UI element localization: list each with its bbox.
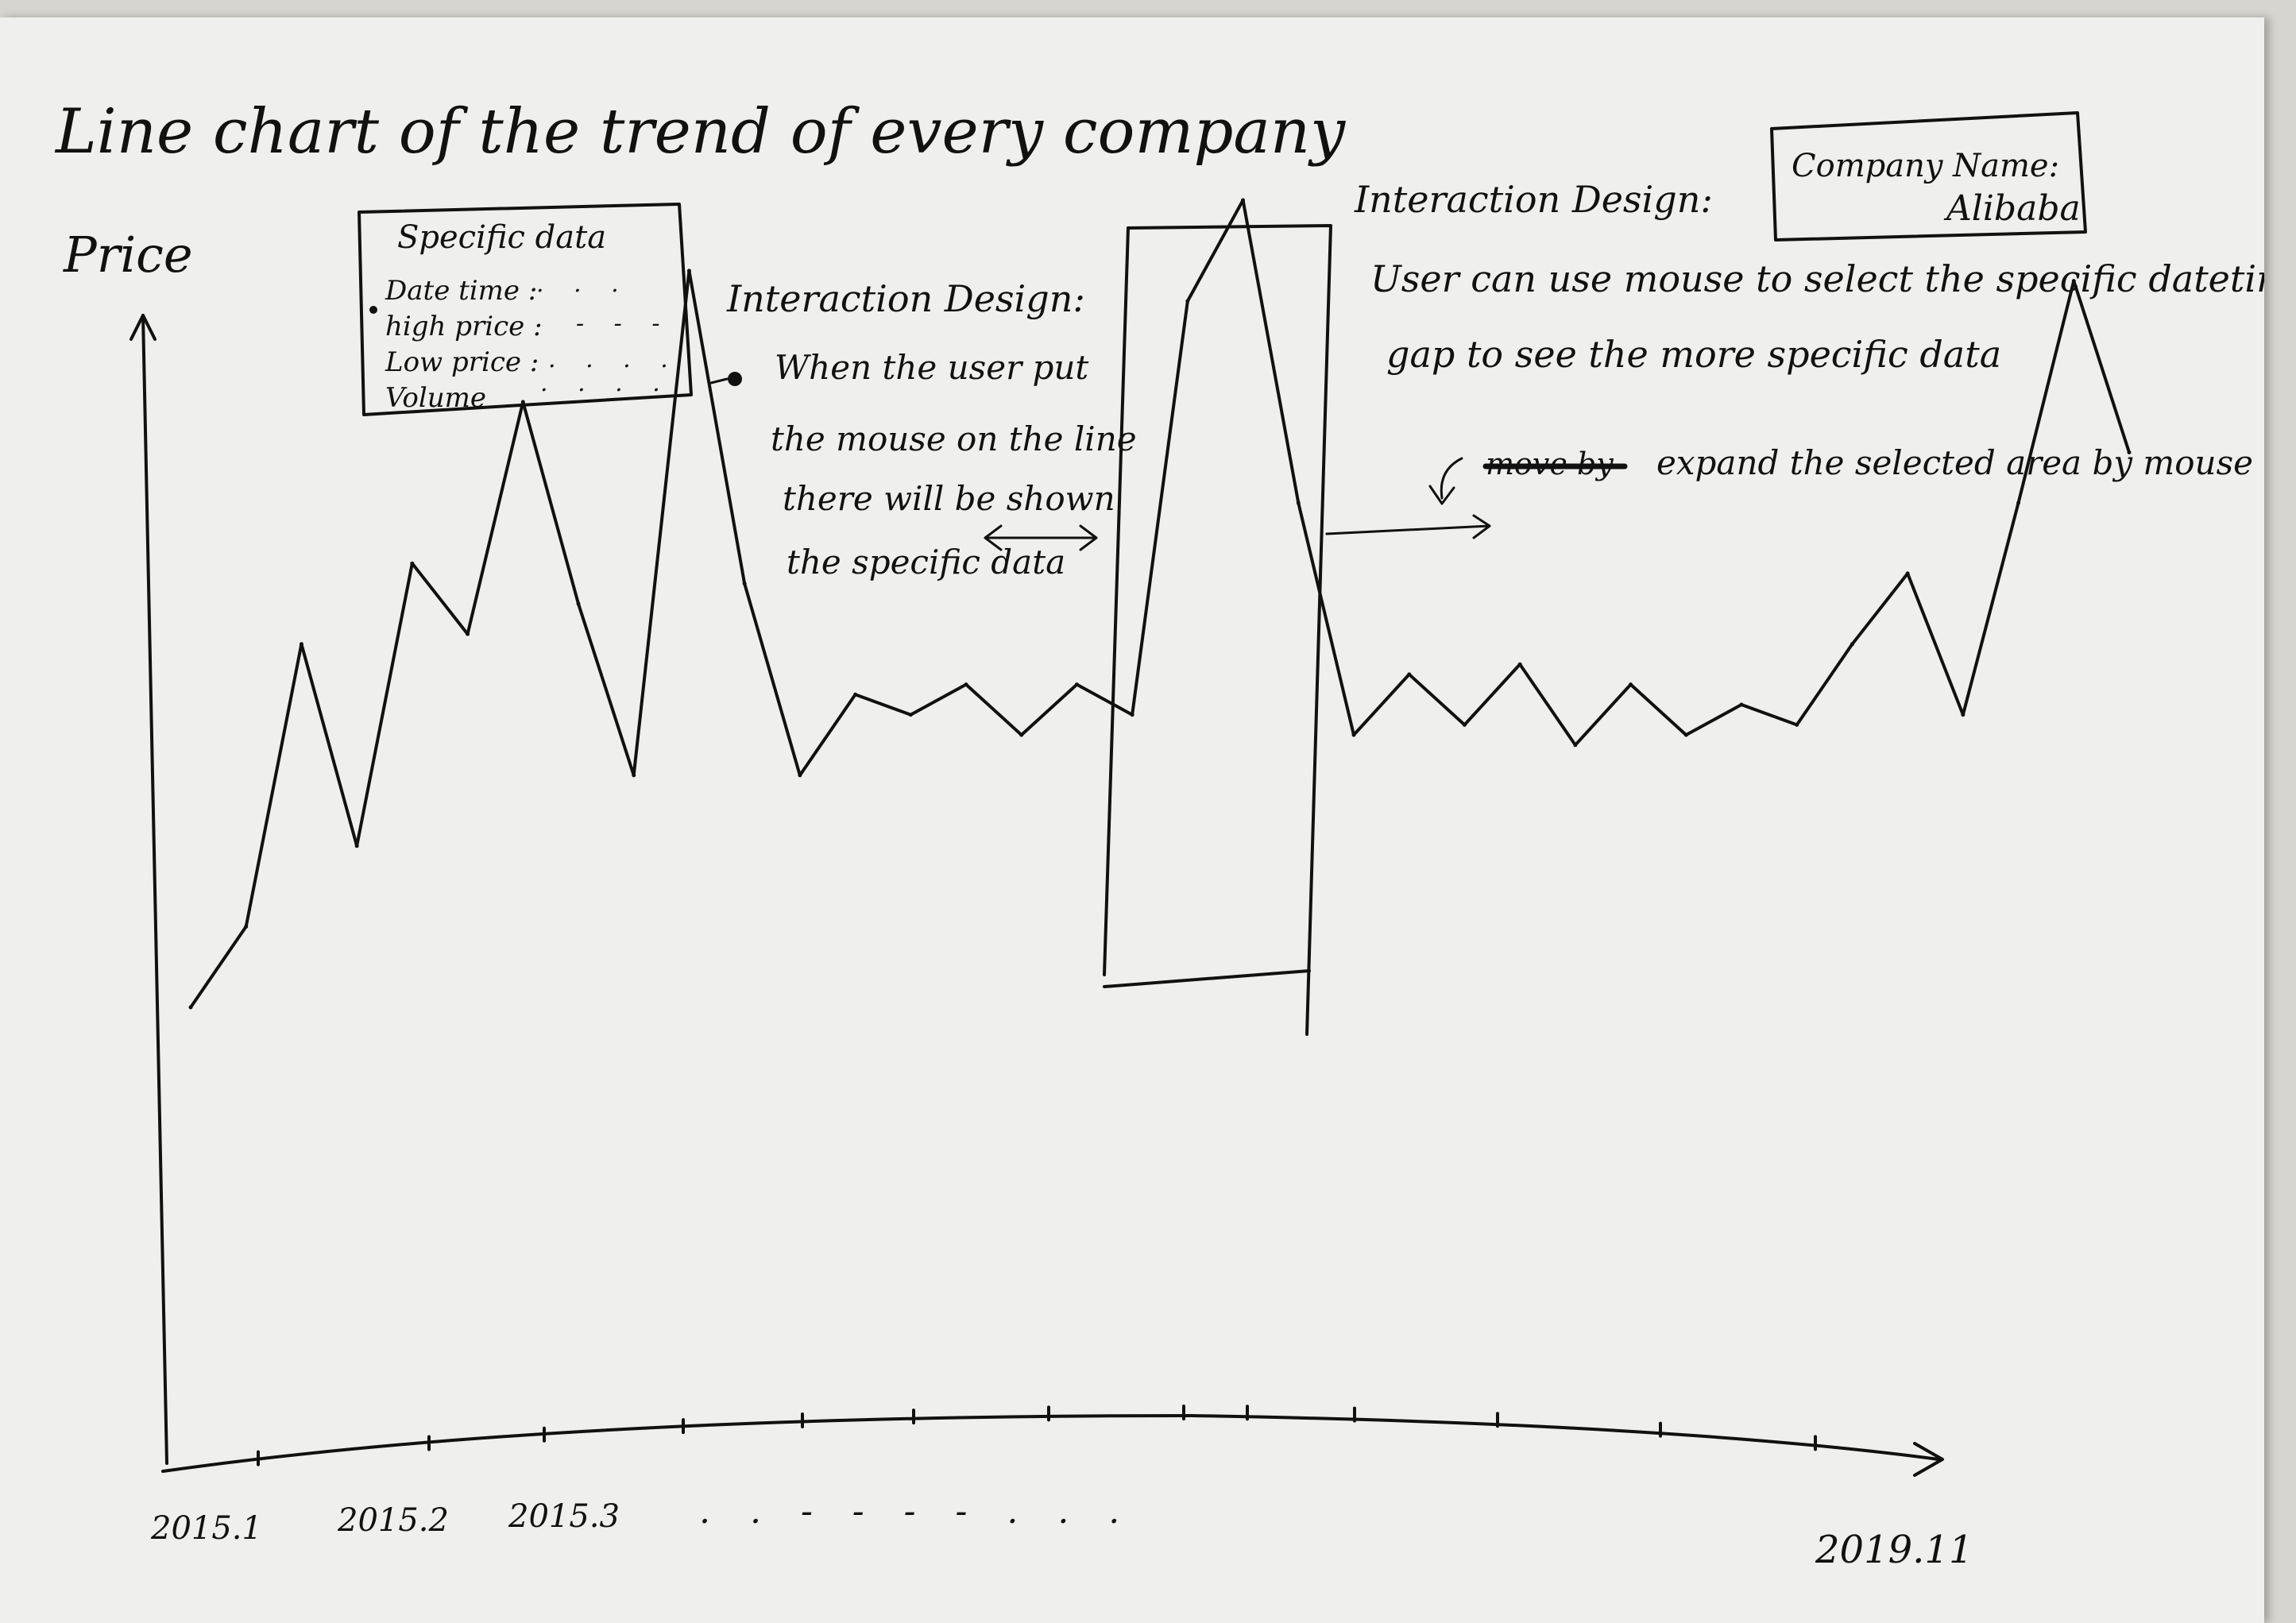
price-point[interactable] bbox=[244, 924, 249, 929]
tooltip-field: Low price : bbox=[385, 346, 539, 378]
tooltip-mockup: Specific data Date time : high price : L… bbox=[358, 203, 693, 416]
interaction-note-select: Interaction Design: User can use mouse t… bbox=[1325, 178, 2264, 539]
price-point[interactable] bbox=[742, 582, 747, 586]
x-tick-marks bbox=[257, 1405, 1817, 1466]
tooltip-field: Date time : bbox=[385, 275, 537, 307]
price-point[interactable] bbox=[1296, 500, 1301, 505]
note-line: the specific data bbox=[787, 543, 1065, 582]
tooltip-value-dots: . . . bbox=[536, 270, 630, 298]
price-point[interactable] bbox=[1850, 642, 1854, 647]
price-point[interactable] bbox=[1739, 702, 1744, 707]
price-point[interactable] bbox=[1351, 732, 1356, 737]
tooltip-value-dots: - - - bbox=[576, 310, 671, 338]
price-points bbox=[188, 198, 2132, 1010]
note-line: User can use mouse to select the specifi… bbox=[1370, 257, 2264, 300]
price-point[interactable] bbox=[299, 642, 303, 647]
x-axis-arrow bbox=[1913, 1442, 1944, 1477]
note-line: there will be shown bbox=[783, 479, 1115, 518]
double-arrow-icon bbox=[984, 524, 1098, 551]
price-line[interactable] bbox=[189, 199, 2131, 1009]
selection-left-edge bbox=[1103, 226, 1130, 976]
tooltip-value-dots: . . . . bbox=[540, 369, 671, 397]
interaction-note-hover: Interaction Design: When the user put th… bbox=[709, 277, 1137, 582]
price-point[interactable] bbox=[964, 682, 968, 687]
price-point[interactable] bbox=[798, 773, 802, 778]
price-point[interactable] bbox=[1905, 571, 1910, 576]
y-axis-arrow bbox=[129, 314, 157, 341]
selection-box[interactable] bbox=[1103, 224, 1332, 1036]
tooltip-field: Volume bbox=[385, 382, 486, 414]
x-tick-label: 2019.11 bbox=[1815, 1528, 1973, 1572]
selection-bottom-edge bbox=[1103, 969, 1311, 988]
right-arrow-icon bbox=[1325, 514, 1491, 539]
note-line: gap to see the more specific data bbox=[1386, 333, 2001, 376]
price-point[interactable] bbox=[2127, 450, 2132, 454]
price-point[interactable] bbox=[908, 713, 913, 717]
price-point[interactable] bbox=[520, 400, 525, 404]
price-point[interactable] bbox=[853, 692, 858, 697]
y-axis-label: Price bbox=[63, 226, 193, 284]
tooltip-heading: Specific data bbox=[397, 219, 606, 256]
company-value: Alibaba bbox=[1943, 188, 2081, 229]
paper-sheet: Line chart of the trend of every company… bbox=[0, 17, 2264, 1623]
price-point[interactable] bbox=[466, 632, 470, 636]
price-point[interactable] bbox=[2016, 500, 2021, 505]
x-axis-ellipsis: . . - - - - . . . bbox=[699, 1491, 1134, 1532]
sketch-canvas: Line chart of the trend of every company… bbox=[54, 96, 2264, 1572]
tooltip-field: high price : bbox=[385, 311, 543, 342]
price-point[interactable] bbox=[1573, 743, 1578, 748]
price-point[interactable] bbox=[576, 601, 581, 606]
note-line: When the user put bbox=[775, 348, 1088, 387]
x-tick-label: 2015.3 bbox=[508, 1498, 620, 1535]
price-point[interactable] bbox=[1795, 722, 1799, 727]
company-label: Company Name: bbox=[1792, 148, 2059, 184]
x-tick-label: 2015.2 bbox=[337, 1502, 449, 1539]
price-point[interactable] bbox=[188, 1005, 193, 1010]
price-point[interactable] bbox=[410, 561, 415, 566]
bullet-icon bbox=[369, 306, 377, 314]
price-point[interactable] bbox=[1241, 198, 1246, 203]
note-line: expand the selected area by mouse bbox=[1656, 443, 2253, 482]
note-line: the mouse on the line bbox=[771, 419, 1137, 458]
price-point[interactable] bbox=[1407, 672, 1412, 677]
price-point[interactable] bbox=[1130, 713, 1134, 717]
chart-title: Line chart of the trend of every company bbox=[54, 96, 1346, 168]
hover-point-marker bbox=[728, 372, 742, 386]
price-point[interactable] bbox=[1961, 713, 1966, 717]
price-point[interactable] bbox=[686, 269, 691, 273]
price-point[interactable] bbox=[1185, 299, 1190, 303]
company-name-box: Company Name: Alibaba bbox=[1770, 111, 2087, 242]
x-axis bbox=[161, 1414, 1940, 1473]
price-point[interactable] bbox=[2071, 279, 2076, 284]
price-point[interactable] bbox=[1074, 682, 1079, 687]
tooltip-box bbox=[358, 203, 693, 416]
price-point[interactable] bbox=[1462, 722, 1467, 727]
company-box-border bbox=[1770, 111, 2087, 242]
price-point[interactable] bbox=[1019, 732, 1024, 737]
price-point[interactable] bbox=[1629, 682, 1633, 687]
note-heading: Interaction Design: bbox=[726, 277, 1085, 320]
price-point[interactable] bbox=[1683, 732, 1688, 737]
x-tick-label: 2015.1 bbox=[150, 1510, 262, 1547]
tooltip-value-dots: . . . . bbox=[548, 346, 679, 373]
note-heading: Interaction Design: bbox=[1354, 178, 1713, 221]
price-point[interactable] bbox=[1517, 662, 1522, 667]
price-point[interactable] bbox=[354, 844, 359, 848]
y-axis bbox=[141, 314, 168, 1465]
selection-right-edge bbox=[1127, 224, 1332, 1036]
pointer-stroke bbox=[709, 377, 729, 384]
price-point[interactable] bbox=[632, 773, 636, 778]
curved-arrow-icon bbox=[1428, 457, 1463, 505]
